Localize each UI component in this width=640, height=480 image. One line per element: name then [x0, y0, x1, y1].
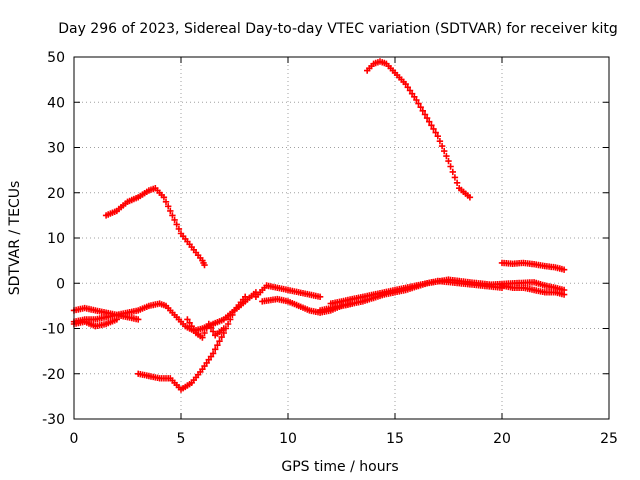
- data-point: [421, 111, 429, 118]
- x-axis-label: GPS time / hours: [281, 459, 398, 475]
- series-band-mid-dip: [165, 289, 260, 334]
- data-point: [426, 118, 433, 125]
- data-point: [199, 334, 206, 341]
- data-point: [438, 142, 446, 150]
- data-point: [171, 216, 178, 224]
- data-point: [224, 320, 232, 328]
- data-point: [443, 152, 450, 160]
- data-point: [413, 96, 420, 104]
- data-point: [169, 212, 176, 219]
- data-point: [432, 129, 439, 136]
- y-tick-label: 0: [56, 276, 65, 292]
- data-point: [218, 333, 225, 341]
- data-point: [453, 179, 461, 186]
- data-point: [423, 114, 431, 122]
- data-point: [434, 133, 441, 140]
- data-point: [184, 316, 191, 323]
- data-point: [214, 342, 221, 349]
- data-point: [186, 319, 193, 326]
- y-tick-label: 30: [47, 141, 65, 157]
- data-point: [430, 125, 437, 133]
- data-point: [428, 122, 435, 129]
- data-point: [449, 168, 456, 176]
- series-band-left-b: [70, 304, 142, 323]
- grid: [74, 57, 609, 419]
- data-point: [190, 326, 197, 333]
- series-arc-right-upper: [498, 259, 568, 273]
- x-tick-label: 25: [600, 431, 618, 447]
- data-point: [415, 100, 422, 107]
- y-tick-label: 50: [47, 50, 65, 66]
- data-point: [436, 138, 444, 145]
- series-band-left-c: [70, 316, 120, 330]
- data-point: [173, 221, 180, 228]
- data-point: [113, 316, 120, 323]
- data-point: [212, 346, 219, 353]
- data-point: [175, 225, 183, 233]
- axis-ticks: 0 5 10 15 20 25 -30 -20 -10 0 10 20 30 40 50: [42, 50, 618, 447]
- data-point: [207, 324, 215, 331]
- data-point: [216, 338, 223, 345]
- series-arc-peak-middle: [364, 58, 474, 201]
- data-point: [165, 203, 172, 210]
- data-point: [447, 163, 454, 170]
- series-band-9-12: [252, 282, 324, 300]
- data-point: [135, 316, 142, 323]
- data-point: [316, 293, 324, 300]
- x-tick-label: 20: [493, 431, 511, 447]
- y-tick-label: 10: [47, 231, 65, 247]
- data-point: [201, 329, 208, 337]
- y-tick-label: -30: [42, 412, 65, 428]
- series-band-right-b: [316, 276, 568, 314]
- y-tick-label: 40: [47, 95, 65, 111]
- data-point: [227, 316, 234, 323]
- data-point: [209, 350, 217, 357]
- data-point: [160, 194, 168, 201]
- y-tick-label: -10: [42, 322, 65, 338]
- y-tick-label: -20: [42, 367, 65, 383]
- series-arc-lower-left: [135, 293, 249, 393]
- y-axis-label: SDTVAR / TECUs: [7, 181, 23, 296]
- data-point: [205, 320, 212, 328]
- data-point: [167, 207, 174, 215]
- data-point: [220, 325, 227, 332]
- series-band-mid-scatter: [184, 316, 227, 341]
- series-arc-upper-left: [102, 185, 208, 269]
- x-tick-label: 0: [70, 431, 79, 447]
- data-point: [417, 104, 424, 111]
- data-point: [419, 107, 426, 114]
- data-point: [560, 291, 568, 298]
- data-point: [188, 323, 195, 330]
- data-point: [441, 147, 448, 155]
- data-point: [451, 174, 459, 181]
- data-point: [209, 328, 217, 335]
- data-point: [560, 266, 568, 273]
- data-points: [70, 58, 568, 393]
- data-point: [162, 198, 170, 205]
- chart-title: Day 296 of 2023, Sidereal Day-to-day VTE…: [58, 21, 618, 37]
- data-point: [466, 194, 474, 201]
- y-tick-label: 20: [47, 186, 65, 202]
- series-band-right-c: [498, 282, 568, 298]
- x-tick-label: 5: [177, 431, 186, 447]
- data-point: [445, 157, 452, 165]
- data-point: [201, 261, 208, 269]
- x-tick-label: 10: [279, 431, 297, 447]
- x-tick-label: 15: [386, 431, 404, 447]
